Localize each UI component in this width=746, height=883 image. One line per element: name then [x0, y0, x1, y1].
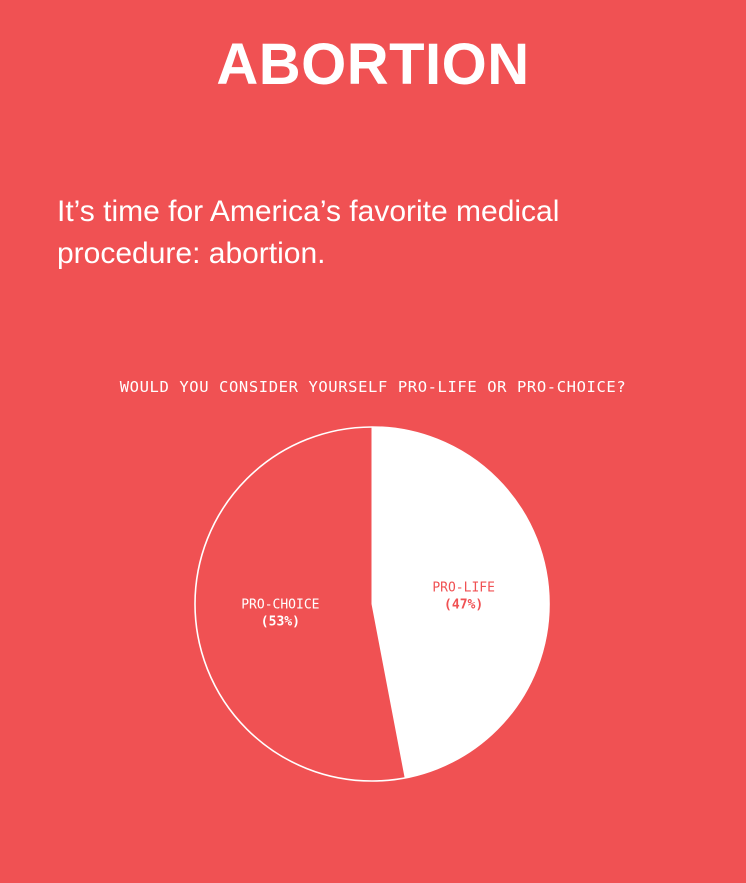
pie-value-pro-life: (47%): [444, 597, 483, 612]
intro-text: It’s time for America’s favorite medical…: [57, 195, 560, 270]
pie-label-pro-life: PRO-LIFE: [432, 580, 495, 595]
pie-label-pro-choice: PRO-CHOICE: [241, 598, 319, 613]
pie-value-pro-choice: (53%): [261, 615, 300, 630]
chart-title: WOULD YOU CONSIDER YOURSELF PRO-LIFE OR …: [119, 378, 627, 396]
page-title: ABORTION: [216, 32, 530, 97]
pie-slice-pro-life: [371, 426, 550, 779]
